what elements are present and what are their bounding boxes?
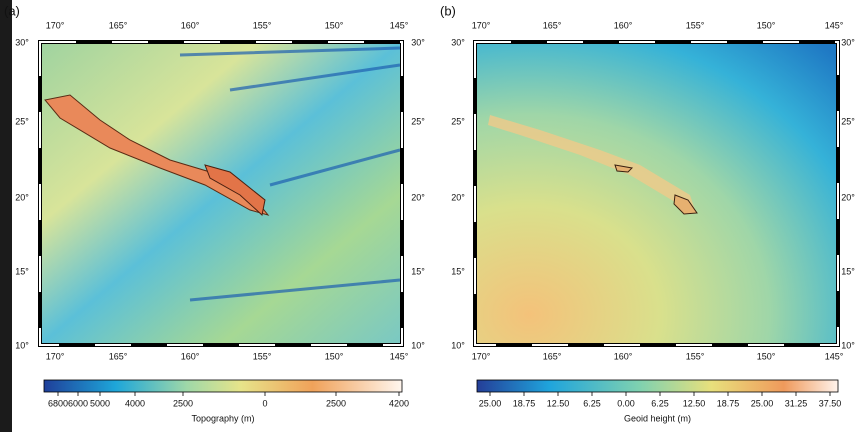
lon-label-top: 160° (181, 20, 200, 30)
edge (0, 0, 12, 432)
lat-label-left: 25° (451, 116, 465, 126)
lon-label-bottom: 150° (325, 351, 344, 361)
lat-label-right: 25° (841, 116, 855, 126)
lon-label-bottom: 145° (825, 351, 844, 361)
lat-label-left: 15° (15, 266, 29, 276)
lon-label-top: 170° (472, 20, 491, 30)
colorbar-tick-label: 18.75 (717, 398, 740, 408)
lat-label-left: 10° (451, 340, 465, 350)
colorbar-tick-label: 0 (262, 398, 267, 408)
lat-label-right: 15° (841, 266, 855, 276)
colorbar-tick-label: 6.25 (651, 398, 669, 408)
figure: (a) 170° 170° 165° 165° 160° 160° 155° 155° 150° 1… (0, 0, 858, 432)
lat-label-right: 20° (841, 192, 855, 202)
lon-label-bottom: 150° (757, 351, 776, 361)
lat-label-left: 30° (451, 37, 465, 47)
lat-label-right: 30° (841, 37, 855, 47)
lon-label-top: 145° (390, 20, 409, 30)
lat-label-right: 10° (841, 340, 855, 350)
lon-label-top: 170° (46, 20, 65, 30)
lat-label-left: 20° (451, 192, 465, 202)
colorbar-tick-label: 6000 (68, 398, 88, 408)
lat-label-right: 15° (411, 266, 425, 276)
colorbar-tick-label: 5000 (90, 398, 110, 408)
lat-label-right: 20° (411, 192, 425, 202)
colorbar-tick-label: 37.50 (819, 398, 842, 408)
colorbar-tick-label: 6.25 (583, 398, 601, 408)
lon-label-bottom: 160° (614, 351, 633, 361)
map-geoid (475, 42, 838, 345)
colorbar-title: Topography (m) (191, 413, 254, 423)
lon-label-top: 145° (825, 20, 844, 30)
lon-label-bottom: 170° (46, 351, 65, 361)
colorbar (477, 380, 838, 392)
colorbar-tick-label: 0.00 (617, 398, 635, 408)
lon-label-top: 165° (109, 20, 128, 30)
lon-label-bottom: 165° (543, 351, 562, 361)
colorbar-tick-label: 12.50 (547, 398, 570, 408)
lon-label-top: 150° (757, 20, 776, 30)
lon-label-top: 155° (253, 20, 272, 30)
lat-label-left: 15° (451, 266, 465, 276)
lon-label-top: 155° (686, 20, 705, 30)
colorbar (44, 380, 402, 392)
lat-label-right: 10° (411, 340, 425, 350)
colorbar-tick-label: 4200 (389, 398, 409, 408)
lon-label-bottom: 145° (390, 351, 409, 361)
panel-label: (a) (4, 3, 20, 18)
colorbar-title: Geoid height (m) (624, 413, 691, 423)
lon-label-bottom: 155° (253, 351, 272, 361)
colorbar-tick-label: 6800 (48, 398, 68, 408)
lon-label-top: 160° (614, 20, 633, 30)
lat-label-right: 30° (411, 37, 425, 47)
colorbar-tick-label: 25.00 (751, 398, 774, 408)
colorbar-tick-label: 25.00 (479, 398, 502, 408)
lon-label-bottom: 160° (181, 351, 200, 361)
lat-label-left: 10° (15, 340, 29, 350)
colorbar-tick-label: 2500 (326, 398, 346, 408)
colorbar-tick-label: 4000 (125, 398, 145, 408)
colorbar-tick-label: 18.75 (513, 398, 536, 408)
lat-label-right: 25° (411, 116, 425, 126)
lat-label-left: 20° (15, 192, 29, 202)
lon-label-top: 150° (325, 20, 344, 30)
lat-label-left: 30° (15, 37, 29, 47)
lon-label-bottom: 155° (686, 351, 705, 361)
lat-label-left: 25° (15, 116, 29, 126)
colorbar-tick-label: 31.25 (785, 398, 808, 408)
panel-label: (b) (440, 3, 456, 18)
colorbar-tick-label: 12.50 (683, 398, 706, 408)
lon-label-bottom: 170° (472, 351, 491, 361)
map-topography (40, 42, 402, 345)
colorbar-tick-label: 2500 (173, 398, 193, 408)
lon-label-top: 165° (543, 20, 562, 30)
lon-label-bottom: 165° (109, 351, 128, 361)
